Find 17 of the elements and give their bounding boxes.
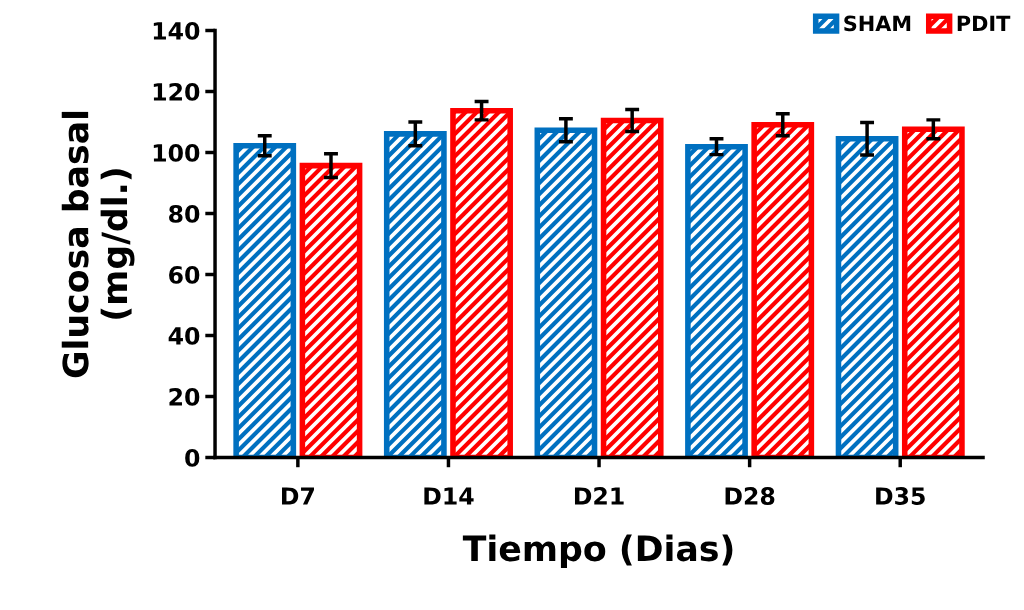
x-tick-label: D35: [876, 487, 925, 505]
y-tick-label: 20: [169, 387, 200, 406]
y-tick-label: 0: [185, 448, 200, 467]
x-axis-title: Tiempo (Dias): [462, 534, 733, 569]
y-axis-title: Glucosa basal (mg/dl.): [61, 111, 135, 378]
y-tick-label: 120: [153, 82, 200, 101]
y-tick-label: 40: [168, 326, 200, 345]
y-tick-label: 140: [153, 21, 200, 40]
y-tick-label: 60: [169, 265, 200, 284]
y-tick-label: 100: [153, 143, 200, 162]
legend-label: PDIT: [957, 15, 1011, 31]
legend-label: SHAM: [844, 15, 911, 32]
x-tick-label: D28: [725, 487, 775, 505]
x-tick-label: D14: [424, 487, 474, 505]
x-tick-label: D21: [574, 487, 624, 505]
x-tick-label: D7: [282, 487, 314, 505]
y-tick-label: 80: [169, 204, 200, 223]
